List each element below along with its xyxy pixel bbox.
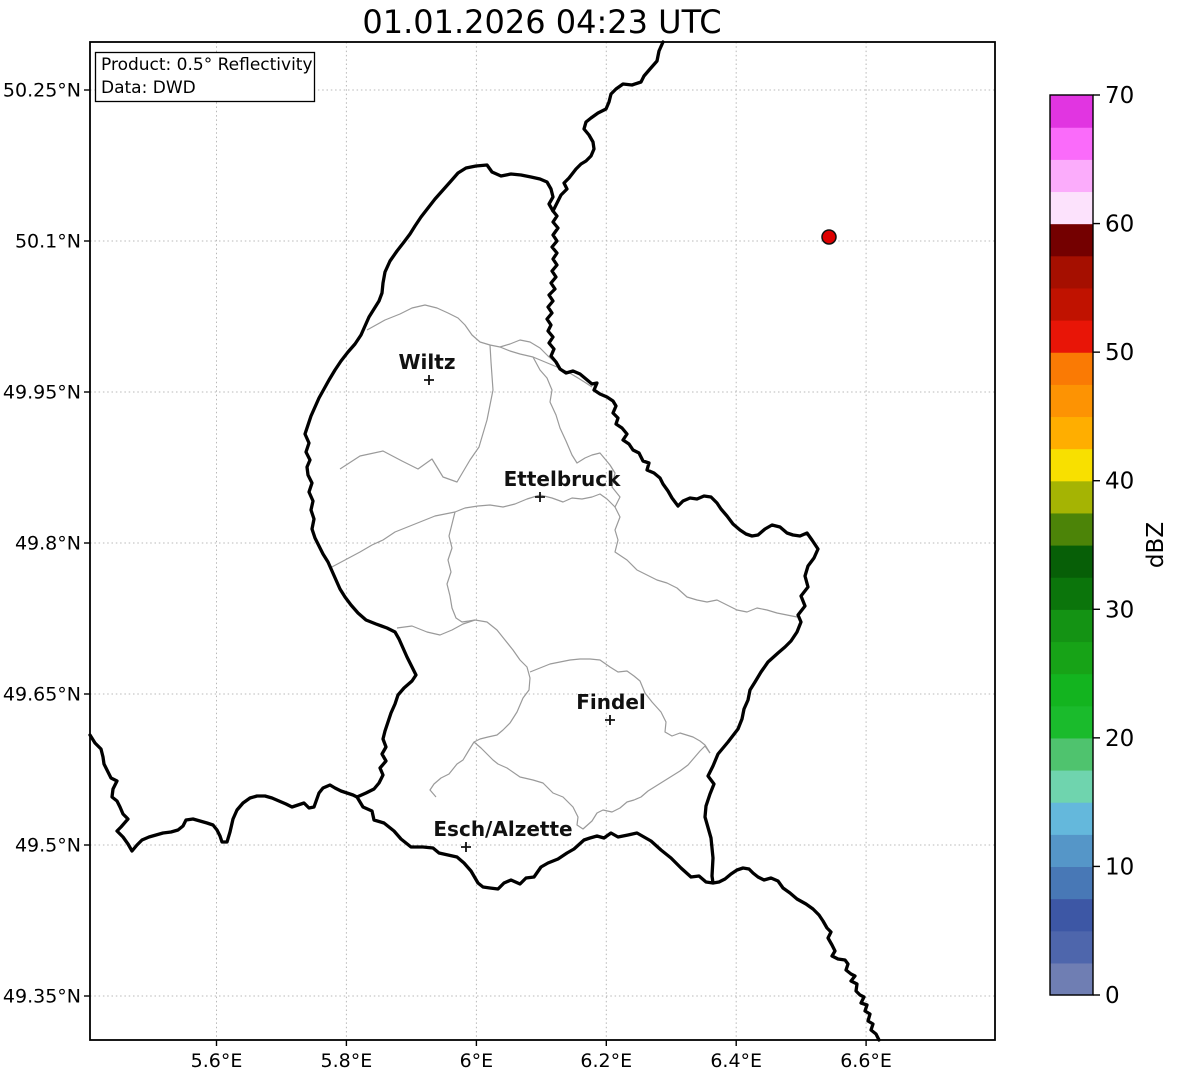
x-tick-label: 6°E: [460, 1050, 494, 1072]
colorbar: 0 10 20 30 40 50 60 70: [1049, 83, 1134, 1009]
city: Findel: [576, 690, 646, 725]
colorbar-band: [1050, 287, 1093, 321]
country-borders: [88, 40, 881, 1042]
plot-frame: [89, 41, 996, 1041]
colorbar-band: [1050, 352, 1093, 385]
colorbar-band: [1050, 512, 1093, 546]
colorbar-band: [1050, 673, 1093, 707]
city-marker-icon: [424, 375, 434, 385]
y-tick-label: 49.65°N: [3, 684, 81, 706]
radar-site-marker: [821, 229, 837, 245]
district-borders: [329, 304, 798, 830]
district-boundary: [529, 658, 711, 754]
colorbar-tick-label: 40: [1105, 469, 1134, 495]
country-boundary: [551, 40, 665, 213]
colorbar-band: [1050, 416, 1093, 450]
district-boundary: [499, 346, 593, 388]
colorbar-tick-label: 60: [1105, 212, 1134, 238]
city-label: Findel: [576, 690, 646, 714]
x-tick-label: 6.4°E: [710, 1050, 762, 1072]
district-boundary: [446, 511, 476, 623]
city: Wiltz: [399, 350, 456, 385]
colorbar-band: [1050, 255, 1093, 289]
colorbar-band: [1050, 930, 1093, 964]
city-marker-icon: [461, 842, 471, 852]
city-marker-icon: [535, 492, 545, 502]
colorbar-band: [1050, 384, 1093, 418]
city-label: Wiltz: [399, 350, 456, 374]
colorbar-tick-label: 30: [1105, 597, 1134, 623]
colorbar-band: [1050, 480, 1093, 514]
district-boundary: [366, 304, 561, 371]
colorbar-tick-label: 0: [1105, 983, 1120, 1009]
colorbar-band: [1050, 95, 1093, 128]
x-tick-label: 6.6°E: [840, 1050, 892, 1072]
colorbar-band: [1050, 159, 1093, 193]
colorbar-band: [1050, 641, 1093, 675]
colorbar-frame: [1049, 94, 1094, 996]
info-box-frame: [94, 51, 316, 103]
colorbar-band: [1050, 770, 1093, 803]
district-boundary: [339, 344, 494, 483]
city: Ettelbruck: [504, 467, 621, 502]
x-tick-label: 6.2°E: [580, 1050, 632, 1072]
colorbar-band: [1050, 448, 1093, 482]
district-boundary: [473, 741, 711, 830]
colorbar-band: [1050, 962, 1093, 996]
x-axis: 5.6°E 5.8°E 6°E 6.2°E 6.4°E 6.6°E: [191, 1040, 892, 1072]
plot-area: [90, 42, 995, 1040]
colorbar-band: [1050, 127, 1093, 160]
colorbar-band: [1050, 191, 1093, 225]
info-box: Product: 0.5° Reflectivity Data: DWD: [94, 51, 316, 103]
info-box-source: Data: DWD: [101, 78, 196, 98]
y-tick-label: 50.1°N: [15, 231, 81, 253]
country-boundary: [303, 163, 820, 891]
y-tick-label: 49.95°N: [3, 382, 81, 404]
y-axis: 50.25°N 50.1°N 49.95°N 49.8°N 49.65°N 49.5°N 4…: [3, 80, 90, 1008]
district-boundary: [532, 356, 798, 618]
y-tick-label: 49.35°N: [3, 986, 81, 1008]
x-tick-label: 5.6°E: [191, 1050, 243, 1072]
colorbar-tick-label: 20: [1105, 726, 1134, 752]
colorbar-unit-label: dBZ: [1143, 522, 1169, 568]
country-boundary: [88, 733, 359, 853]
colorbar-tick-label: 50: [1105, 340, 1134, 366]
city-label: Esch/Alzette: [433, 817, 572, 841]
city: Esch/Alzette: [433, 817, 573, 852]
x-tick-label: 5.8°E: [321, 1050, 373, 1072]
city-label: Ettelbruck: [504, 467, 621, 491]
y-tick-label: 49.8°N: [15, 533, 81, 555]
colorbar-band: [1050, 834, 1093, 868]
district-boundary: [329, 493, 616, 569]
y-tick-label: 49.5°N: [15, 835, 81, 857]
plot-title: 01.01.2026 04:23 UTC: [362, 3, 721, 41]
country-boundary: [711, 866, 881, 1042]
colorbar-band: [1050, 609, 1093, 643]
colorbar-band: [1050, 320, 1093, 353]
colorbar-band: [1050, 223, 1093, 257]
colorbar-band: [1050, 577, 1093, 610]
city-marker-icon: [605, 715, 615, 725]
colorbar-band: [1050, 866, 1093, 900]
colorbar-band: [1050, 737, 1093, 771]
info-box-product: Product: 0.5° Reflectivity: [101, 55, 313, 75]
colorbar-tick-label: 10: [1105, 854, 1134, 880]
colorbar-band: [1050, 545, 1093, 578]
y-tick-label: 50.25°N: [3, 80, 81, 102]
colorbar-band: [1050, 705, 1093, 739]
colorbar-tick-label: 70: [1105, 83, 1134, 109]
colorbar-band: [1050, 802, 1093, 835]
district-boundary: [396, 619, 531, 798]
city-annotations: Wiltz Ettelbruck Findel Esch/Alzette: [399, 350, 646, 852]
colorbar-band: [1050, 898, 1093, 932]
